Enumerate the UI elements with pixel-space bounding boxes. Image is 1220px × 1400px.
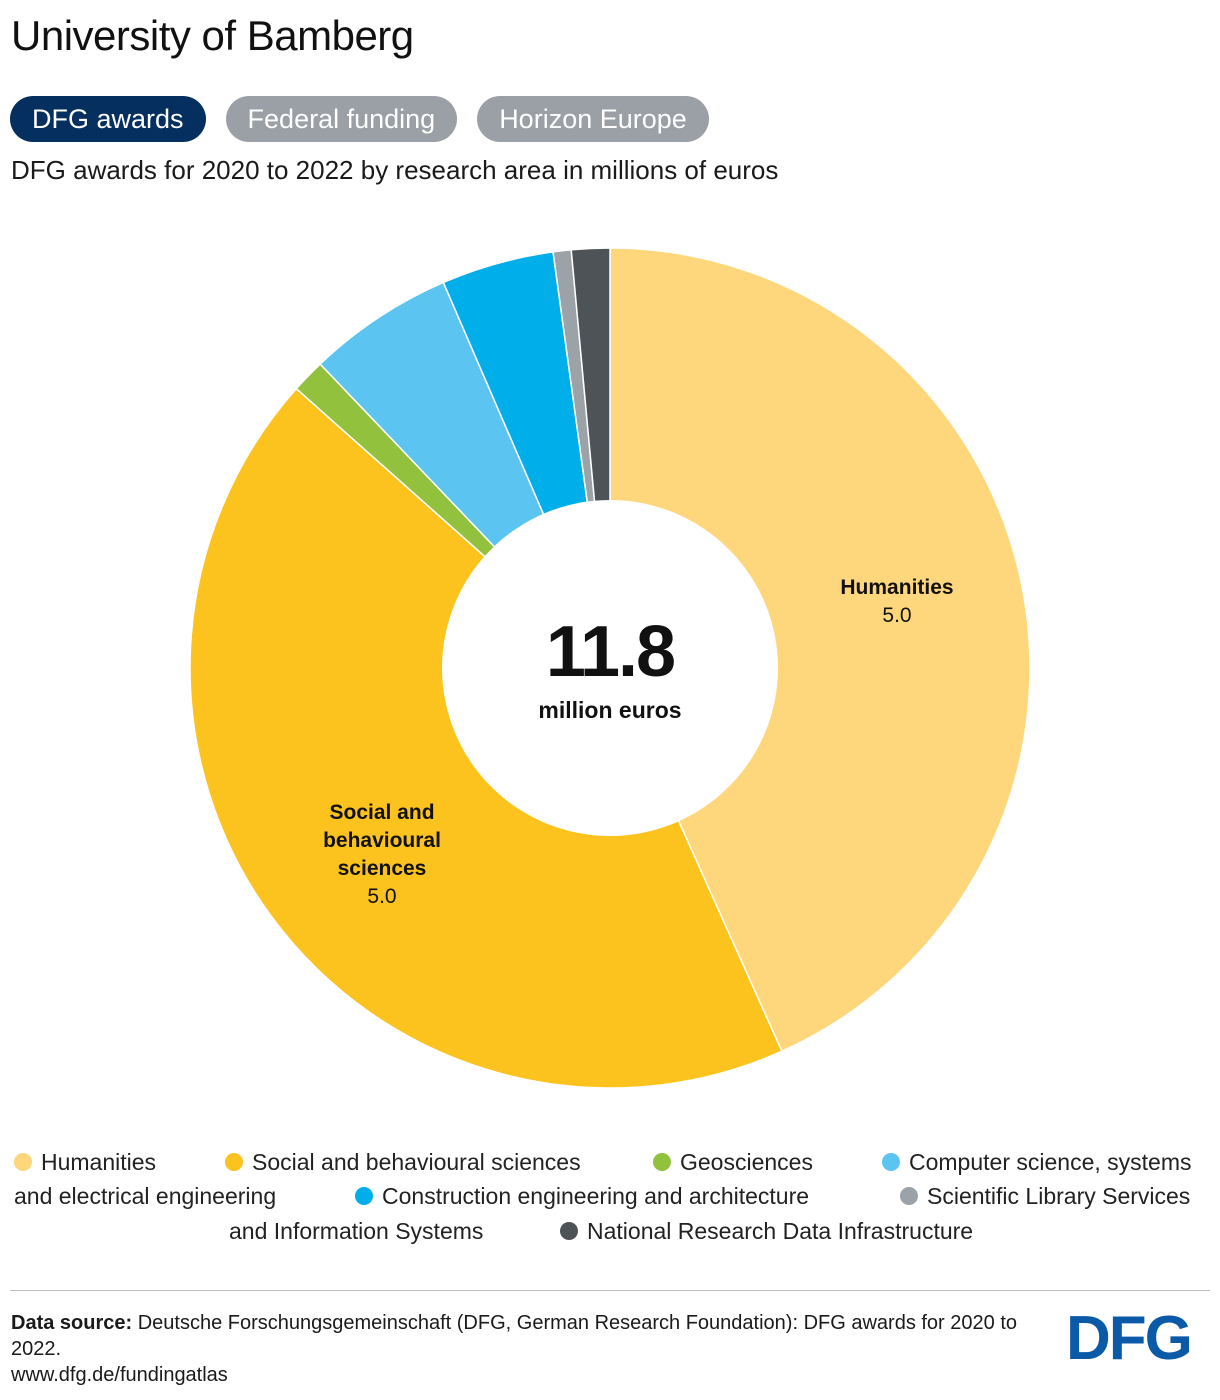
- source-url[interactable]: www.dfg.de/fundingatlas: [11, 1364, 228, 1386]
- legend-humanities[interactable]: Humanities: [41, 1149, 157, 1175]
- tab-dfg-awards[interactable]: DFG awards: [10, 96, 206, 142]
- donut-chart: 11.8 million euros Humanities 5.0 Social…: [189, 247, 1031, 1089]
- slice-humanities[interactable]: [609, 247, 1031, 1053]
- legend-social[interactable]: Social and behavioural sciences: [252, 1149, 581, 1175]
- legend-geosciences[interactable]: Geosciences: [680, 1149, 813, 1175]
- tab-federal-funding[interactable]: Federal funding: [225, 96, 458, 142]
- legend-dot-geosciences: [653, 1153, 671, 1171]
- data-source-text: Deutsche Forschungsgemeinschaft (DFG, Ge…: [11, 1312, 1017, 1360]
- data-source: Data source: Deutsche Forschungsgemeinsc…: [11, 1310, 1041, 1362]
- footer-divider: [10, 1290, 1210, 1291]
- slice-value-humanities: 5.0: [882, 604, 911, 627]
- total-value: 11.8: [546, 612, 674, 692]
- data-source-label: Data source:: [11, 1312, 133, 1334]
- legend-dot-computer-science: [882, 1153, 900, 1171]
- legend-library-1[interactable]: Scientific Library Services: [927, 1183, 1191, 1209]
- slice-label-humanities: Humanities: [840, 576, 953, 599]
- page-title: University of Bamberg: [11, 12, 414, 59]
- slice-label-social-3: sciences: [338, 857, 427, 880]
- slice-label-social-2: behavioural: [323, 829, 441, 852]
- legend-row-1: Humanities Social and behavioural scienc…: [0, 1145, 1220, 1179]
- legend-library-2[interactable]: and Information Systems: [229, 1218, 484, 1244]
- donut-slices: [189, 247, 1031, 1089]
- legend-row-2: and electrical engineering Construction …: [0, 1179, 1220, 1213]
- slice-label-social-1: Social and: [329, 801, 434, 824]
- total-unit: million euros: [538, 697, 681, 723]
- chart-subtitle: DFG awards for 2020 to 2022 by research …: [11, 155, 779, 185]
- slice-value-social: 5.0: [367, 885, 396, 908]
- legend-dot-nfdi: [560, 1222, 578, 1240]
- label-social-sciences: Social and behavioural sciences 5.0: [323, 801, 441, 908]
- legend-nfdi[interactable]: National Research Data Infrastructure: [587, 1218, 974, 1244]
- legend-dot-library: [900, 1187, 918, 1205]
- legend-dot-construction: [355, 1187, 373, 1205]
- legend-computer-science-2[interactable]: and electrical engineering: [14, 1183, 277, 1209]
- legend-dot-humanities: [14, 1153, 32, 1171]
- dfg-logo: DFG: [1066, 1312, 1193, 1362]
- funding-tabs: DFG awards Federal funding Horizon Europ…: [10, 96, 709, 142]
- legend-row-3: and Information Systems National Researc…: [0, 1214, 1220, 1248]
- legend-construction[interactable]: Construction engineering and architectur…: [382, 1183, 810, 1209]
- tab-horizon-europe[interactable]: Horizon Europe: [477, 96, 709, 142]
- donut-hole: [442, 500, 778, 836]
- legend-computer-science-1[interactable]: Computer science, systems: [909, 1149, 1192, 1175]
- dfg-logo-text: DFG: [1066, 1312, 1191, 1362]
- legend-dot-social: [225, 1153, 243, 1171]
- label-humanities: Humanities 5.0: [840, 576, 953, 627]
